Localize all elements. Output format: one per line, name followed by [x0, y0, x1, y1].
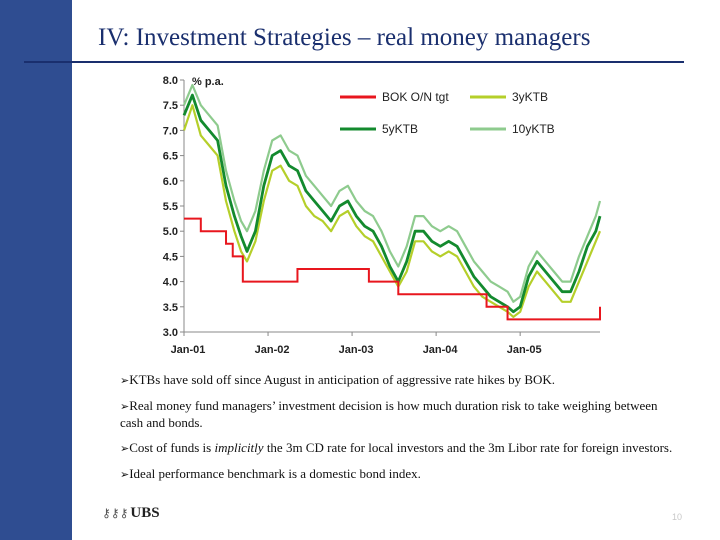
bullet-text-part: the 3m CD rate for local investors and t…: [263, 440, 673, 455]
title-rule: [24, 61, 684, 63]
slide-title: IV: Investment Strategies – real money m…: [98, 24, 591, 51]
series-line-y10: [182, 83, 602, 303]
series-line-y3: [182, 104, 602, 318]
keys-icon: ⚷⚷⚷: [102, 506, 129, 520]
bullet-arrow-icon: ➢: [120, 468, 130, 481]
x-tick-label: Jan-05: [507, 344, 542, 356]
x-axis: Jan-01 Jan-02 Jan-03 Jan-04 Jan-05: [171, 331, 600, 356]
bullet-item: ➢Real money fund managers’ investment de…: [120, 398, 680, 431]
x-tick-label: Jan-04: [423, 344, 459, 356]
logo-text: UBS: [130, 505, 160, 521]
bullet-text-part: Real money fund managers’ investment dec…: [120, 398, 658, 430]
bullet-arrow-icon: ➢: [120, 400, 130, 413]
y-tick-label: 7.5: [163, 100, 178, 112]
bullet-text: Real money fund managers’ investment dec…: [120, 398, 658, 430]
y-tick-label: 6.0: [163, 176, 178, 188]
legend-label: 3yKTB: [512, 90, 548, 104]
bullet-list: ➢KTBs have sold off since August in anti…: [120, 372, 680, 492]
bullet-text-part: Cost of funds is: [129, 440, 215, 455]
series-line-y5: [182, 93, 602, 314]
y-axis: 8.0 7.5 7.0 6.5 6.0 5.5 5.0 4.5 4.0 3.5 3.0: [163, 75, 185, 339]
y-tick-label: 3.5: [163, 302, 178, 314]
y-tick-label: 4.0: [163, 277, 178, 289]
bullet-item: ➢KTBs have sold off since August in anti…: [120, 372, 680, 389]
bullet-text-part: Ideal performance benchmark is a domesti…: [129, 466, 421, 481]
x-tick-label: Jan-03: [339, 344, 374, 356]
y-tick-label: 3.0: [163, 327, 178, 339]
series-lines: [182, 83, 602, 321]
y-tick-label: 5.0: [163, 226, 178, 238]
rates-chart: 8.0 7.5 7.0 6.5 6.0 5.5 5.0 4.5 4.0 3.5 3.0 Jan-01…: [163, 75, 602, 356]
bullet-text: Ideal performance benchmark is a domesti…: [129, 466, 421, 481]
legend-label: BOK O/N tgt: [382, 90, 449, 104]
legend: BOK O/N tgt 3yKTB 5yKTB 10yKTB: [340, 90, 555, 136]
page-number: 10: [672, 512, 683, 522]
legend-label: 5yKTB: [382, 122, 418, 136]
bullet-item: ➢Cost of funds is implicitly the 3m CD r…: [120, 440, 680, 457]
x-tick-label: Jan-01: [171, 344, 206, 356]
ubs-logo: ⚷⚷⚷ UBS: [102, 505, 160, 522]
bullet-arrow-icon: ➢: [120, 442, 130, 455]
unit-label: % p.a.: [192, 76, 224, 88]
legend-label: 10yKTB: [512, 122, 555, 136]
y-tick-label: 4.5: [163, 251, 178, 263]
bullet-text-part: implicitly: [214, 440, 264, 455]
y-tick-label: 6.5: [163, 151, 178, 163]
y-tick-label: 7.0: [163, 125, 178, 137]
bullet-arrow-icon: ➢: [120, 374, 130, 387]
y-tick-label: 5.5: [163, 201, 178, 213]
x-tick-label: Jan-02: [255, 344, 290, 356]
sidebar-band: [0, 0, 72, 540]
y-tick-label: 8.0: [163, 75, 178, 87]
bullet-text: KTBs have sold off since August in antic…: [129, 372, 555, 387]
bullet-text-part: KTBs have sold off since August in antic…: [129, 372, 556, 387]
bullet-text: Cost of funds is implicitly the 3m CD ra…: [129, 440, 672, 455]
series-line-bok: [184, 217, 601, 321]
bullet-item: ➢Ideal performance benchmark is a domest…: [120, 466, 680, 483]
